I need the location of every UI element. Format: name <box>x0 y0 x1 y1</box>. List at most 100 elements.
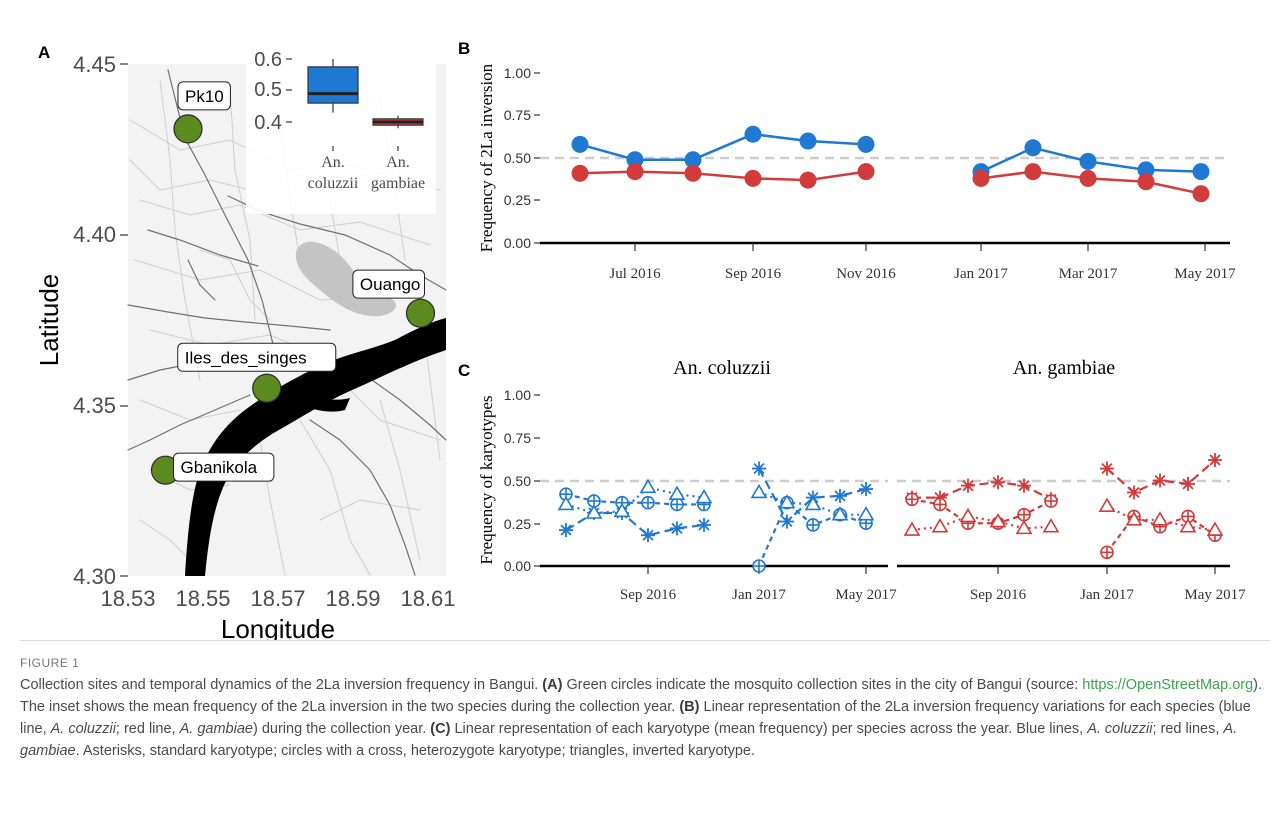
map-y-axis-title: Latitude <box>34 274 64 367</box>
data-point <box>571 135 589 153</box>
caption-c-species2: A. gambiae <box>20 721 1238 759</box>
site-label-box <box>177 81 231 111</box>
triangle-marker <box>804 495 822 511</box>
caption-a-text2: ). The inset shows the mean frequency of… <box>20 677 1263 715</box>
site-label-text: Pk10 <box>185 87 224 106</box>
figure-canvas: A <box>34 39 1246 640</box>
asterisk-marker <box>991 475 1005 490</box>
panel-b-y-tick-label: 0.75 <box>504 107 531 123</box>
triangle-marker <box>831 506 849 521</box>
circle-cross-marker <box>641 495 655 510</box>
asterisk-marker <box>697 517 711 532</box>
data-point <box>744 125 762 143</box>
asterisk-stroke <box>1128 486 1140 499</box>
panel-b-series <box>571 125 1210 203</box>
data-point <box>799 171 817 189</box>
caption-figure-label: FIGURE 1 <box>20 656 80 670</box>
karyotype-line <box>912 481 1052 501</box>
panel-b-y-tick-label: 0.50 <box>504 150 531 166</box>
triangle-marker <box>668 485 686 500</box>
panel-b-y-tick-label: 0.25 <box>504 192 531 208</box>
panel-b: B Frequency of 2La inversion 1.00 0.75 0… <box>458 39 1236 282</box>
asterisk-marker <box>752 461 766 476</box>
site-point <box>173 114 203 144</box>
data-point <box>571 164 589 182</box>
inset-y-tick-label: 0.4 <box>254 112 282 134</box>
site-label-text: Gbanikola <box>181 458 258 477</box>
caption-a-text1: Green circles indicate the mosquito coll… <box>566 677 1079 693</box>
asterisk-stroke <box>1154 474 1166 487</box>
data-point <box>857 163 875 181</box>
asterisk-stroke <box>1182 478 1194 490</box>
asterisk-stroke <box>671 522 683 534</box>
panel-c-x-tick-label: Sep 2016 <box>620 587 677 603</box>
site-label-text: Ouango <box>360 275 421 294</box>
map-x-axis: 18.53 18.55 18.57 18.59 18.61 <box>100 586 455 611</box>
map-sites: Pk10 Ouango Iles_des_singes Gbanikola <box>150 81 436 485</box>
inset-x-label-line1: An. <box>321 154 345 171</box>
triangle-marker <box>857 506 875 521</box>
triangle-marker <box>695 489 713 504</box>
data-point <box>1192 185 1210 203</box>
caption-b-species2: A. gambiae <box>179 721 253 737</box>
panel-a: A <box>34 43 456 640</box>
panel-b-x-tick-label: Jan 2017 <box>954 266 1008 282</box>
map-y-axis: 4.45 4.40 4.35 4.30 <box>73 52 128 589</box>
asterisk-marker <box>961 478 975 493</box>
triangle-marker <box>639 478 657 494</box>
triangle-marker <box>1015 519 1033 535</box>
triangle-marker <box>989 512 1007 528</box>
caption-divider <box>20 640 1270 641</box>
caption-c-text3: . Asterisks, standard karyotype; circles… <box>75 743 756 759</box>
data-point <box>684 164 702 182</box>
series-line <box>579 170 867 182</box>
caption-source-link[interactable]: https://OpenStreetMap.org <box>1082 677 1254 693</box>
caption-a-label: (A) <box>542 677 563 693</box>
map-y-tick-label: 4.30 <box>73 564 116 589</box>
site-point <box>252 373 282 403</box>
asterisk-stroke <box>698 519 710 531</box>
panel-c-facet-title-gambiae: An. gambiae <box>1013 357 1115 379</box>
map-x-axis-title: Longitude <box>221 614 335 640</box>
asterisk-stroke <box>992 476 1004 488</box>
asterisk-marker <box>1017 478 1031 493</box>
circle-cross-marker <box>933 497 947 512</box>
triangle-marker <box>1206 521 1224 536</box>
karyotype-line <box>911 515 1052 532</box>
data-point <box>1137 161 1155 179</box>
inset-y-tick-label: 0.5 <box>254 79 282 101</box>
data-point <box>1024 163 1042 181</box>
data-point <box>799 132 817 150</box>
panel-c-x-tick-label: May 2017 <box>1184 587 1246 603</box>
asterisk-stroke <box>560 524 572 536</box>
panel-b-x-tick-label: Mar 2017 <box>1059 266 1118 282</box>
map-x-tick-label: 18.53 <box>100 586 155 611</box>
caption-c-species1: A. coluzzii <box>1087 721 1153 737</box>
site-point <box>405 298 436 328</box>
asterisk-stroke <box>1209 454 1221 466</box>
triangle-marker <box>750 483 768 499</box>
asterisk-stroke <box>642 529 654 541</box>
panel-b-x-tick-label: Jul 2016 <box>609 266 661 282</box>
figure: A <box>34 39 1246 640</box>
circle-cross-marker <box>1181 509 1195 524</box>
triangle-marker <box>1125 511 1143 526</box>
panel-b-x-tick-label: May 2017 <box>1174 266 1236 282</box>
site-label: Pk10 <box>177 81 231 111</box>
asterisk-marker <box>1100 461 1114 476</box>
triangle-marker <box>778 494 796 509</box>
karyotype-line <box>1106 459 1216 494</box>
asterisk-marker <box>1181 476 1195 491</box>
data-point <box>1024 139 1042 157</box>
asterisk-marker <box>1127 485 1141 500</box>
site-label-text: Iles_des_singes <box>185 348 307 367</box>
circle-cross-marker <box>752 559 766 573</box>
panel-label-b: B <box>458 39 470 58</box>
map-y-tick-label: 4.35 <box>73 393 116 418</box>
circle-cross-marker <box>1100 545 1114 560</box>
caption-c-text1: Linear representation of each karyotype … <box>454 721 1084 737</box>
panel-c-facet-title-coluzzii: An. coluzzii <box>673 357 771 379</box>
karyotype-line <box>911 498 1052 525</box>
asterisk-marker <box>559 523 573 538</box>
panel-b-x-tick-label: Nov 2016 <box>836 266 896 282</box>
